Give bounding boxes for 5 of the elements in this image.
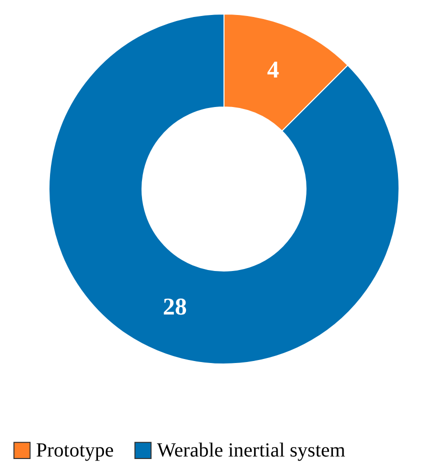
legend-label: Prototype <box>36 439 114 462</box>
legend-label: Werable inertial system <box>157 439 346 462</box>
data-label: 28 <box>162 294 187 321</box>
donut-slice <box>48 14 400 364</box>
data-label: 4 <box>267 57 280 84</box>
